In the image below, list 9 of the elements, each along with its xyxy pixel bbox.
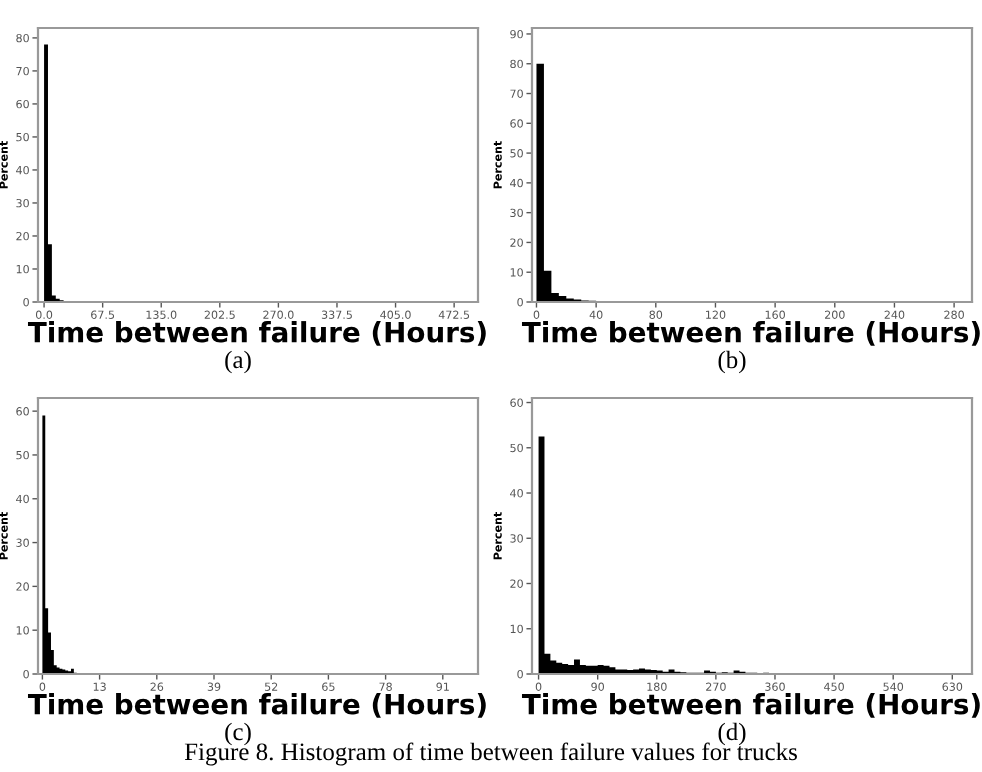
text: (a) xyxy=(225,350,251,374)
text: (c) xyxy=(225,722,251,746)
x-axis-title: Time between failure (Hours) xyxy=(521,693,980,718)
text: (b) xyxy=(718,350,746,374)
x-axis-title: Time between failure (Hours) xyxy=(27,321,486,346)
caption: Figure 8. Histogram of time between failure values for trucks xyxy=(184,742,797,766)
x-axis-title: Time between failure (Hours) xyxy=(521,321,980,346)
x-axis-title: Time between failure (Hours) xyxy=(27,693,486,718)
text: (d) xyxy=(718,722,746,746)
